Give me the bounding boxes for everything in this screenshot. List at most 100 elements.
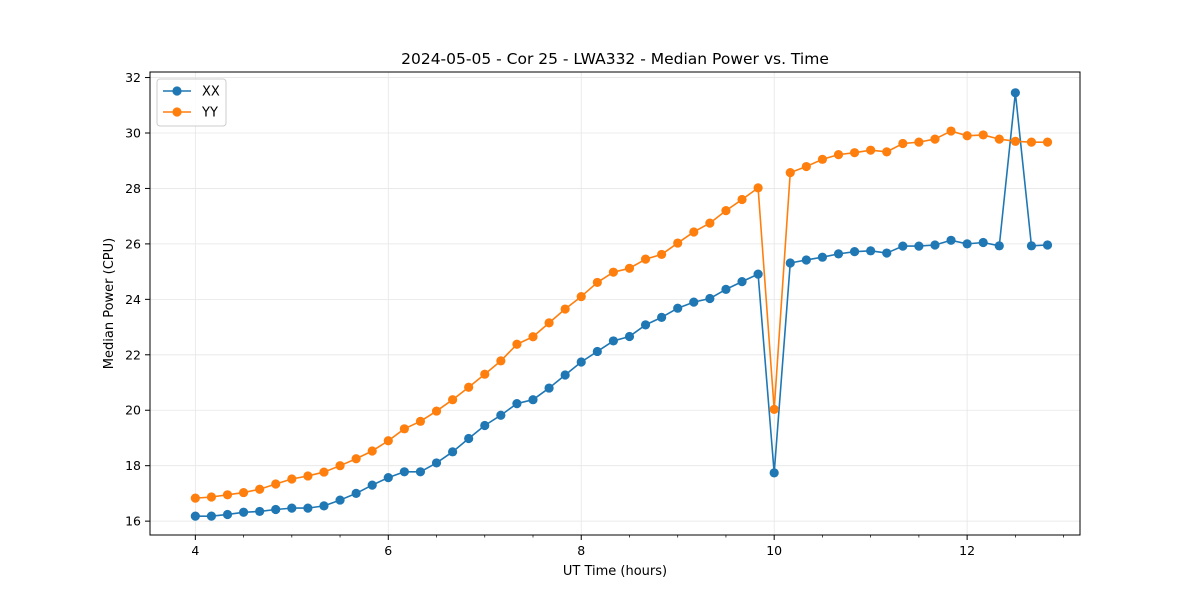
data-point-xx <box>946 235 956 245</box>
data-point-xx <box>544 383 554 393</box>
data-point-yy <box>190 493 200 503</box>
data-point-xx <box>367 480 377 490</box>
data-point-yy <box>785 168 795 178</box>
data-point-yy <box>705 218 715 228</box>
data-point-yy <box>238 487 249 498</box>
data-point-xx <box>383 473 393 483</box>
data-point-xx <box>801 255 811 265</box>
data-point-yy <box>335 461 345 471</box>
data-point-xx <box>673 303 683 313</box>
data-point-yy <box>946 126 956 136</box>
x-tick-label: 12 <box>959 543 975 558</box>
series-line-yy <box>195 130 1048 499</box>
data-point-xx <box>480 420 490 431</box>
data-point-xx <box>689 297 699 307</box>
data-point-yy <box>303 471 313 481</box>
y-tick-label: 30 <box>125 125 141 140</box>
data-point-xx <box>608 336 618 346</box>
data-point-xx <box>464 433 474 444</box>
data-point-yy <box>464 382 474 392</box>
y-tick-label: 28 <box>125 181 141 196</box>
data-point-yy <box>415 416 426 426</box>
data-point-xx <box>1026 241 1037 251</box>
data-point-xx <box>560 370 570 380</box>
y-tick-label: 32 <box>125 70 141 85</box>
data-point-xx <box>640 320 651 330</box>
data-point-xx <box>978 237 988 248</box>
data-point-yy <box>849 148 860 158</box>
data-point-yy <box>367 446 377 456</box>
data-point-yy <box>319 467 329 477</box>
data-point-xx <box>351 488 361 499</box>
data-point-xx <box>319 501 329 511</box>
data-point-yy <box>930 134 940 144</box>
legend-marker-xx <box>172 86 182 96</box>
y-tick-label: 20 <box>125 403 141 418</box>
data-point-xx <box>882 248 892 258</box>
data-point-xx <box>271 504 281 515</box>
x-tick-label: 4 <box>191 543 199 558</box>
y-tick-label: 22 <box>125 347 141 362</box>
data-point-xx <box>785 258 795 268</box>
x-tick-label: 10 <box>766 543 782 558</box>
data-point-xx <box>769 468 779 478</box>
data-point-xx <box>737 277 747 287</box>
data-point-yy <box>962 131 972 141</box>
data-point-yy <box>640 254 651 264</box>
data-point-yy <box>431 406 442 416</box>
data-point-yy <box>399 424 409 434</box>
data-point-xx <box>657 312 667 322</box>
data-point-yy <box>448 395 458 405</box>
legend-label-yy: YY <box>201 106 218 121</box>
data-point-xx <box>287 503 297 513</box>
data-point-yy <box>592 277 602 288</box>
data-point-yy <box>624 263 635 273</box>
data-point-yy <box>255 484 265 494</box>
data-point-xx <box>448 447 458 457</box>
legend: XX YY <box>156 78 227 127</box>
data-point-xx <box>721 284 731 294</box>
data-point-xx <box>898 241 908 251</box>
data-point-xx <box>592 346 602 357</box>
plot-frame <box>149 71 1081 536</box>
data-point-yy <box>801 161 811 172</box>
data-point-yy <box>721 206 731 216</box>
data-point-xx <box>962 239 972 249</box>
data-point-xx <box>415 467 426 477</box>
data-point-xx <box>624 331 635 342</box>
data-point-xx <box>866 246 876 256</box>
data-point-yy <box>737 194 747 205</box>
data-point-xx <box>303 503 313 513</box>
data-point-yy <box>994 134 1004 144</box>
data-point-yy <box>914 137 924 147</box>
data-point-xx <box>190 511 200 521</box>
data-point-xx <box>833 249 844 259</box>
data-point-xx <box>1010 88 1020 98</box>
data-point-xx <box>1042 240 1053 250</box>
data-point-xx <box>206 511 217 521</box>
grid-lines <box>150 72 1080 535</box>
x-tick-label: 6 <box>384 543 392 558</box>
data-point-xx <box>255 506 265 517</box>
data-point-yy <box>544 318 554 328</box>
chart-title: 2024-05-05 - Cor 25 - LWA332 - Median Po… <box>401 50 829 68</box>
y-tick-label: 26 <box>125 236 141 251</box>
data-point-yy <box>689 227 699 237</box>
axis-ticks: 4 6 8 10 12 16 18 20 22 24 26 28 30 32 <box>125 70 1064 558</box>
data-point-yy <box>882 147 892 157</box>
y-axis-label: Median Power (CPU) <box>102 238 117 369</box>
data-point-xx <box>994 241 1004 251</box>
data-point-yy <box>222 490 233 500</box>
data-point-xx <box>849 247 860 257</box>
data-point-yy <box>351 454 361 464</box>
data-point-yy <box>560 304 570 314</box>
data-point-yy <box>753 183 763 193</box>
data-point-yy <box>496 356 506 366</box>
data-point-yy <box>833 150 844 160</box>
data-point-yy <box>866 145 876 155</box>
data-point-yy <box>978 130 988 140</box>
data-point-yy <box>1010 136 1020 146</box>
data-point-xx <box>930 240 940 250</box>
data-point-yy <box>769 404 779 415</box>
